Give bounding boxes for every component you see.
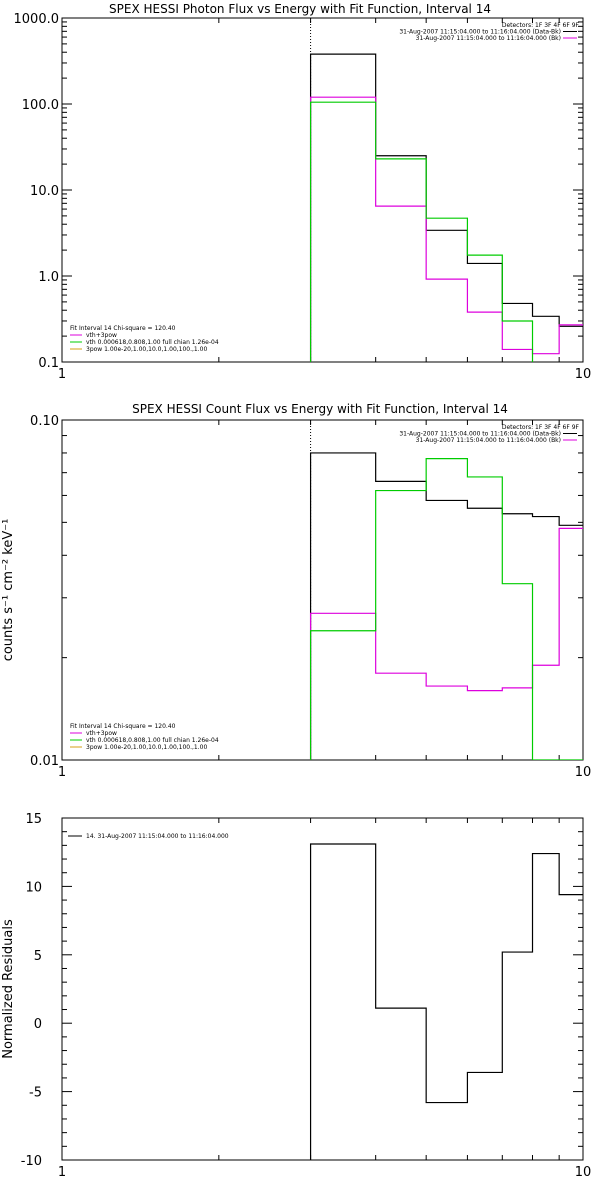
legend-entry: Detectors: 1F 3F 4F 6F 9F (502, 22, 580, 29)
plot-frame (61, 419, 584, 761)
legend-entry: 3pow 1.00e-20,1.00,10.0,1.00,100.,1.00 (86, 346, 207, 353)
y-tick-label: -5 (29, 1086, 42, 1101)
x-tick-label: 1 (58, 1165, 66, 1180)
y-axis-label: counts s⁻¹ cm⁻² keV⁻¹ (1, 519, 16, 662)
series-3-line (309, 101, 534, 362)
y-tick-label: 0.01 (30, 754, 59, 769)
y-tick-label: 0.10 (30, 414, 59, 429)
series-1-line (309, 452, 583, 760)
data-series-group (309, 843, 583, 1160)
legend-entry: vth 0.000618,0.808,1.00 full chian 1.26e… (86, 339, 219, 346)
y-tick-label: -10 (21, 1154, 42, 1169)
legend-entry: vth 0.000618,0.808,1.00 full chian 1.26e… (86, 737, 219, 744)
data-series-group (309, 53, 583, 362)
plot-frame (61, 17, 584, 363)
legend-entry: 31-Aug-2007 11:15:04.000 to 11:16:04.000… (399, 431, 561, 438)
chart-title: SPEX HESSI Count Flux vs Energy with Fit… (132, 402, 508, 416)
x-tick-label: 1 (58, 765, 66, 780)
data-series-group (309, 452, 583, 760)
series-1-line (309, 53, 583, 362)
y-tick-label: 0 (34, 1017, 42, 1032)
series-2-line (309, 96, 583, 362)
legend-entry: 31-Aug-2007 11:15:04.000 to 11:16:04.000… (399, 29, 561, 36)
x-tick-label: 1 (58, 367, 66, 382)
legend-entry: Detectors: 1F 3F 4F 6F 9F (502, 424, 580, 431)
y-tick-label: 15 (25, 812, 42, 827)
x-tick-label: 10 (575, 1165, 592, 1180)
y-tick-label: 0.1 (38, 356, 59, 371)
x-tick-label: 10 (575, 367, 592, 382)
x-tick-label: 10 (575, 765, 592, 780)
y-axis-label: Normalized Residuals (1, 919, 16, 1059)
y-tick-label: 1000.0 (14, 12, 60, 27)
chart-panel-2: SPEX HESSI Count Flux vs Energy with Fit… (1, 402, 591, 780)
legend-entry: vth+3pow (86, 332, 117, 339)
series-1-line (309, 843, 583, 1160)
legend-entry: vth+3pow (86, 730, 117, 737)
series-2-line (309, 527, 583, 760)
y-tick-label: 10.0 (30, 184, 59, 199)
legend-entry: 14. 31-Aug-2007 11:15:04.000 to 11:16:04… (86, 833, 229, 840)
chart-panel-1: SPEX HESSI Photon Flux vs Energy with Fi… (14, 2, 592, 382)
legend-entry: 3pow 1.00e-20,1.00,10.0,1.00,100.,1.00 (86, 744, 207, 751)
legend-fit-header: Fit Interval 14 Chi-square = 120.40 (70, 325, 176, 332)
y-tick-label: 5 (34, 949, 42, 964)
chart-title: SPEX HESSI Photon Flux vs Energy with Fi… (109, 2, 491, 16)
plot-frame (61, 817, 584, 1161)
series-3-line (309, 457, 583, 760)
y-tick-label: 10 (25, 880, 42, 895)
chart-panel-3: Normalized Residuals 1 10 -10 -5 0 5 10 15 14. 31… (1, 812, 591, 1180)
y-tick-label: 100.0 (22, 98, 59, 113)
legend-fit-header: Fit Interval 14 Chi-square = 120.40 (70, 723, 176, 730)
legend-entry: 31-Aug-2007 11:15:04.000 to 11:16:04.000… (416, 35, 561, 42)
y-tick-label: 1.0 (38, 270, 59, 285)
legend-entry: 31-Aug-2007 11:15:04.000 to 11:16:04.000… (416, 437, 561, 444)
